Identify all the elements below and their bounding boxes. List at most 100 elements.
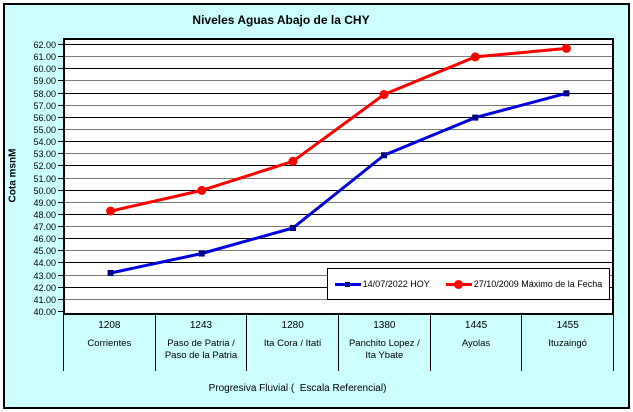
gridline <box>65 153 612 155</box>
y-tick-mark <box>58 128 63 130</box>
y-tick-mark <box>58 298 63 300</box>
gridline <box>65 226 612 228</box>
y-tick-mark <box>58 311 63 312</box>
y-tick-label: 50.00 <box>33 185 56 196</box>
y-tick-mark <box>58 177 63 179</box>
y-tick-mark <box>58 92 63 94</box>
y-tick-mark <box>58 104 63 106</box>
gridline <box>65 116 612 118</box>
y-tick-mark <box>58 201 63 203</box>
category-km-label: 1380 <box>373 320 396 331</box>
y-tick-label: 42.00 <box>33 282 56 293</box>
category-cell: 1243 Paso de Patria / Paso de la Patria <box>156 315 248 371</box>
y-tick-label: 41.00 <box>33 294 56 305</box>
y-tick-label: 55.00 <box>33 124 56 135</box>
category-km-label: 1445 <box>464 320 488 331</box>
y-tick-mark <box>58 141 63 143</box>
category-name-label: Ituzaingó <box>548 338 587 349</box>
data-point-marker <box>288 156 298 166</box>
y-tick-label: 54.00 <box>33 137 56 148</box>
category-name-label: Corrientes <box>87 338 132 349</box>
y-tick-mark <box>58 274 63 276</box>
data-point-marker <box>379 90 389 100</box>
y-tick-label: 49.00 <box>33 197 56 208</box>
legend-entry: 14/07/2022 HOY <box>334 279 430 289</box>
series-line <box>110 91 567 275</box>
data-point-marker <box>106 206 116 216</box>
x-axis-title: Progresiva Fluvial ( Escala Referencial) <box>208 383 387 394</box>
legend-label: 27/10/2009 Máximo de la Fecha <box>473 279 603 289</box>
x-axis-category-strip: 1208 Corrientes 1243 Paso de Patria / Paso d… <box>63 315 615 371</box>
category-km-label: 1455 <box>556 320 579 331</box>
y-tick-label: 53.00 <box>33 149 56 160</box>
y-tick-mark <box>58 286 63 288</box>
y-tick-mark <box>58 44 63 45</box>
gridline <box>65 201 612 203</box>
y-tick-label: 52.00 <box>33 161 56 172</box>
gridline <box>65 80 612 82</box>
category-name-label: Paso de Patria / Paso de la Patria <box>164 338 238 361</box>
gridline <box>65 177 612 179</box>
y-tick-label: 57.00 <box>33 100 56 111</box>
data-point-marker <box>563 90 570 97</box>
data-point-marker <box>289 225 296 232</box>
data-point-marker <box>197 185 207 195</box>
data-point-marker <box>107 269 114 276</box>
series-layer <box>106 43 571 276</box>
category-km-label: 1243 <box>189 320 213 331</box>
y-tick-mark <box>58 250 63 252</box>
y-tick-mark <box>58 189 63 191</box>
legend-circle-marker-icon <box>445 279 472 289</box>
y-tick-label: 48.00 <box>33 209 56 220</box>
data-point-marker <box>472 114 479 121</box>
y-tick-label: 60.00 <box>33 64 56 75</box>
legend-label: 14/07/2022 HOY <box>362 279 430 289</box>
category-cell: 1208 Corrientes <box>63 315 156 371</box>
series-line <box>110 46 567 213</box>
y-tick-label: 46.00 <box>33 234 56 245</box>
y-tick-mark <box>58 238 63 240</box>
gridline <box>65 238 612 240</box>
y-tick-label: 61.00 <box>33 52 56 63</box>
legend-entry: 27/10/2009 Máximo de la Fecha <box>445 279 603 289</box>
category-cell: 1280 Ita Cora / Itatí <box>247 315 340 371</box>
category-cell: 1445 Ayolas <box>431 315 523 371</box>
gridline <box>65 250 612 252</box>
y-tick-label: 51.00 <box>33 173 56 184</box>
y-tick-mark <box>58 213 63 215</box>
y-tick-mark <box>58 153 63 155</box>
data-point-marker <box>561 43 571 53</box>
gridline <box>65 56 612 58</box>
gridline <box>65 165 612 167</box>
y-tick-mark <box>58 262 63 264</box>
gridline <box>65 68 612 70</box>
data-point-marker <box>198 250 205 257</box>
gridline <box>65 92 612 94</box>
data-point-marker <box>470 52 480 62</box>
gridline <box>65 262 612 264</box>
category-cell: 1380 Panchito Lopez / Ita Ybate <box>339 315 431 371</box>
y-tick-mark <box>58 116 63 118</box>
gridline <box>65 213 612 215</box>
chart-frame: Niveles Aguas Abajo de la CHY Cota msnM … <box>3 3 630 409</box>
y-tick-mark <box>58 165 63 167</box>
chart-title: Niveles Aguas Abajo de la CHY <box>192 13 370 27</box>
y-tick-label: 58.00 <box>33 88 56 99</box>
y-tick-label: 40.00 <box>33 307 56 317</box>
gridline <box>65 104 612 106</box>
legend-square-marker-icon <box>334 280 361 289</box>
category-name-label: Ayolas <box>461 338 491 349</box>
y-tick-mark <box>58 80 63 82</box>
y-tick-label: 44.00 <box>33 258 56 269</box>
y-tick-label: 45.00 <box>33 246 56 257</box>
y-tick-label: 43.00 <box>33 270 56 281</box>
y-tick-label: 59.00 <box>33 76 56 87</box>
category-cell: 1455 Ituzaingó <box>522 315 615 371</box>
category-km-label: 1280 <box>281 320 304 331</box>
category-name-label: Ita Cora / Itatí <box>263 338 322 349</box>
legend: 14/07/2022 HOY 27/10/2009 Máximo de la Fe… <box>327 268 610 300</box>
y-tick-mark <box>58 56 63 58</box>
y-tick-mark <box>58 68 63 70</box>
gridline <box>65 44 612 45</box>
